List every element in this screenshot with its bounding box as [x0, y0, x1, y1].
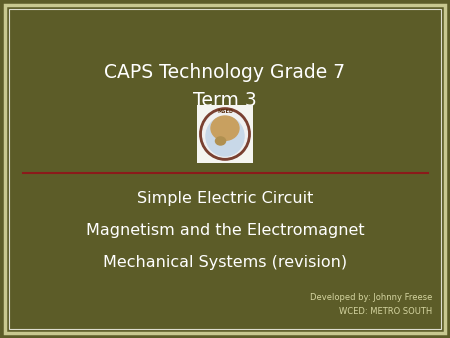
Text: Developed by: Johnny Freese: Developed by: Johnny Freese: [310, 293, 432, 303]
Text: WCED: METRO SOUTH: WCED: METRO SOUTH: [339, 308, 432, 316]
Ellipse shape: [206, 117, 244, 156]
Text: CAPS Technology Grade 7: CAPS Technology Grade 7: [104, 64, 346, 82]
Ellipse shape: [211, 116, 239, 140]
Ellipse shape: [200, 108, 250, 160]
Text: Simple Electric Circuit: Simple Electric Circuit: [137, 191, 313, 206]
Text: Term 3: Term 3: [193, 92, 257, 111]
FancyBboxPatch shape: [197, 105, 253, 163]
Text: Mechanical Systems (revision): Mechanical Systems (revision): [103, 255, 347, 269]
Ellipse shape: [202, 111, 248, 157]
Text: Magnetism and the Electromagnet: Magnetism and the Electromagnet: [86, 222, 365, 238]
Text: MSED: MSED: [217, 110, 233, 115]
Ellipse shape: [216, 137, 225, 145]
